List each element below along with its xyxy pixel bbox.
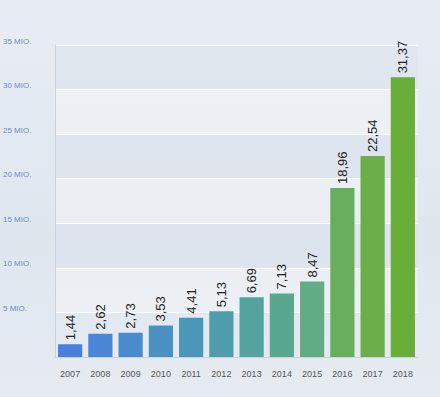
- svg-text:8,47: 8,47: [305, 252, 320, 277]
- svg-text:35 MIO.: 35 MIO.: [3, 37, 31, 46]
- svg-text:2009: 2009: [121, 369, 141, 379]
- svg-text:2008: 2008: [90, 369, 110, 379]
- svg-text:2015: 2015: [302, 369, 322, 379]
- svg-text:2007: 2007: [60, 369, 80, 379]
- svg-text:20 MIO.: 20 MIO.: [3, 170, 31, 179]
- svg-text:5,13: 5,13: [214, 282, 229, 307]
- svg-text:2011: 2011: [181, 369, 200, 379]
- svg-text:3,53: 3,53: [153, 296, 168, 321]
- svg-text:2013: 2013: [242, 369, 262, 379]
- svg-text:2010: 2010: [151, 369, 171, 379]
- svg-text:1,44: 1,44: [63, 315, 78, 340]
- svg-text:22,54: 22,54: [365, 120, 380, 153]
- svg-text:5 MIO.: 5 MIO.: [3, 304, 27, 313]
- svg-text:10 MIO.: 10 MIO.: [3, 259, 31, 268]
- svg-text:2,62: 2,62: [93, 304, 108, 329]
- svg-text:2018: 2018: [393, 369, 413, 379]
- svg-text:2012: 2012: [211, 369, 231, 379]
- svg-text:2017: 2017: [363, 369, 383, 379]
- svg-text:30 MIO.: 30 MIO.: [3, 81, 31, 90]
- svg-text:18,96: 18,96: [335, 151, 350, 184]
- svg-text:25 MIO.: 25 MIO.: [3, 126, 31, 135]
- svg-text:6,69: 6,69: [244, 268, 259, 293]
- svg-text:2014: 2014: [272, 369, 292, 379]
- svg-text:2016: 2016: [332, 369, 352, 379]
- svg-text:7,13: 7,13: [274, 264, 289, 289]
- svg-text:15 MIO.: 15 MIO.: [3, 215, 31, 224]
- svg-text:2,73: 2,73: [123, 303, 138, 328]
- svg-text:31,37: 31,37: [395, 41, 410, 74]
- svg-text:4,41: 4,41: [184, 288, 199, 313]
